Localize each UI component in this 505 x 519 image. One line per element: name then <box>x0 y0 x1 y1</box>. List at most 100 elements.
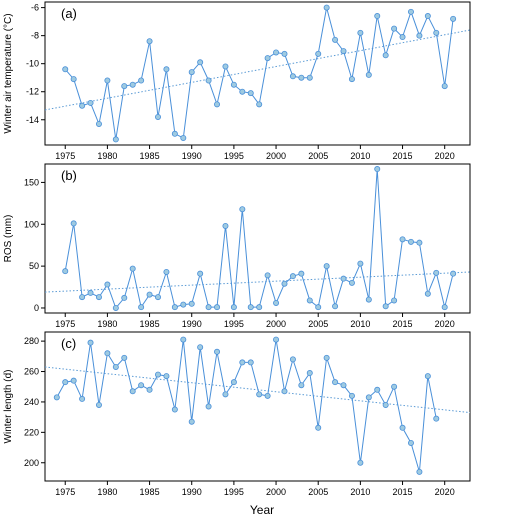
data-point <box>433 415 440 422</box>
data-point <box>399 424 406 431</box>
data-point <box>180 301 187 308</box>
x-tick-label: 2005 <box>308 487 328 497</box>
data-point <box>62 268 69 275</box>
data-point <box>205 403 212 410</box>
data-point <box>222 391 229 398</box>
data-point <box>70 377 77 384</box>
y-tick-label: -12 <box>26 87 39 97</box>
data-point <box>382 401 389 408</box>
x-tick-label: 1985 <box>140 487 160 497</box>
data-point <box>357 29 364 36</box>
data-point <box>365 394 372 401</box>
data-point <box>264 272 271 279</box>
data-point <box>154 294 161 301</box>
data-point <box>315 50 322 57</box>
data-point <box>382 52 389 59</box>
data-point <box>332 379 339 386</box>
data-point <box>171 304 178 311</box>
data-point <box>247 90 254 97</box>
data-point <box>163 66 170 73</box>
chart-panel-1: 1975 1980 1985 1990 1995 2000 2005 2010 2015 2020… <box>3 1 471 161</box>
data-point <box>188 69 195 76</box>
panel-label: (c) <box>61 336 76 351</box>
data-point <box>247 304 254 311</box>
data-point <box>129 81 136 88</box>
data-point <box>79 395 86 402</box>
data-point <box>281 50 288 57</box>
data-point <box>104 281 111 288</box>
data-point <box>239 88 246 95</box>
x-tick-label: 1990 <box>182 319 202 329</box>
data-point <box>62 66 69 73</box>
data-point <box>87 289 94 296</box>
y-tick-label: -14 <box>26 115 39 125</box>
y-tick-label: -8 <box>31 31 39 41</box>
data-point <box>315 424 322 431</box>
data-point <box>323 263 330 270</box>
data-point <box>407 8 414 15</box>
data-point <box>332 303 339 310</box>
data-point <box>87 99 94 106</box>
data-point <box>197 344 204 351</box>
data-point <box>399 34 406 41</box>
data-point <box>450 15 457 22</box>
y-tick-label: 200 <box>24 458 39 468</box>
data-point <box>79 102 86 109</box>
data-point <box>171 130 178 137</box>
panel-label: (b) <box>61 168 77 183</box>
data-point <box>391 383 398 390</box>
data-point <box>163 268 170 275</box>
data-point <box>104 350 111 357</box>
data-point <box>298 270 305 277</box>
y-tick-label: 240 <box>24 397 39 407</box>
data-point <box>171 406 178 413</box>
data-point <box>332 36 339 43</box>
x-tick-label: 2015 <box>393 319 413 329</box>
y-axis-title: Winter length (d) <box>3 370 14 444</box>
data-point <box>264 55 271 62</box>
data-point <box>121 354 128 361</box>
data-point <box>382 303 389 310</box>
plot-frame <box>44 163 471 314</box>
data-point <box>121 83 128 90</box>
chart-panels: 1975 1980 1985 1990 1995 2000 2005 2010 2015 2020… <box>3 1 471 497</box>
data-point <box>79 294 86 301</box>
chart-panel-2: 1975 1980 1985 1990 1995 2000 2005 2010 2015 2020… <box>3 163 471 329</box>
data-point <box>407 439 414 446</box>
data-point <box>129 388 136 395</box>
data-point <box>306 74 313 81</box>
data-point <box>424 290 431 297</box>
data-point <box>214 348 221 355</box>
x-tick-label: 2005 <box>308 319 328 329</box>
series-line <box>56 339 437 473</box>
data-point <box>70 76 77 83</box>
data-point <box>112 136 119 143</box>
data-point <box>197 270 204 277</box>
data-point <box>323 4 330 11</box>
x-tick-label: 1980 <box>97 487 117 497</box>
data-point <box>289 273 296 280</box>
data-point <box>289 73 296 80</box>
data-point <box>256 101 263 108</box>
x-tick-label: 2020 <box>435 487 455 497</box>
data-point <box>424 373 431 380</box>
data-point <box>365 296 372 303</box>
series-line <box>64 168 454 309</box>
data-point <box>154 371 161 378</box>
x-tick-label: 1985 <box>140 151 160 161</box>
x-tick-label: 1995 <box>224 319 244 329</box>
x-tick-label: 2015 <box>393 487 413 497</box>
x-tick-label: 2010 <box>350 151 370 161</box>
y-tick-label: -10 <box>26 59 39 69</box>
data-point <box>391 25 398 32</box>
data-point <box>424 13 431 20</box>
y-tick-label: 100 <box>24 219 39 229</box>
x-tick-label: 1990 <box>182 151 202 161</box>
x-tick-label: 2000 <box>266 487 286 497</box>
x-tick-label: 1980 <box>97 319 117 329</box>
trend-line <box>44 271 471 293</box>
data-point <box>112 304 119 311</box>
data-point <box>112 363 119 370</box>
data-point <box>146 291 153 298</box>
